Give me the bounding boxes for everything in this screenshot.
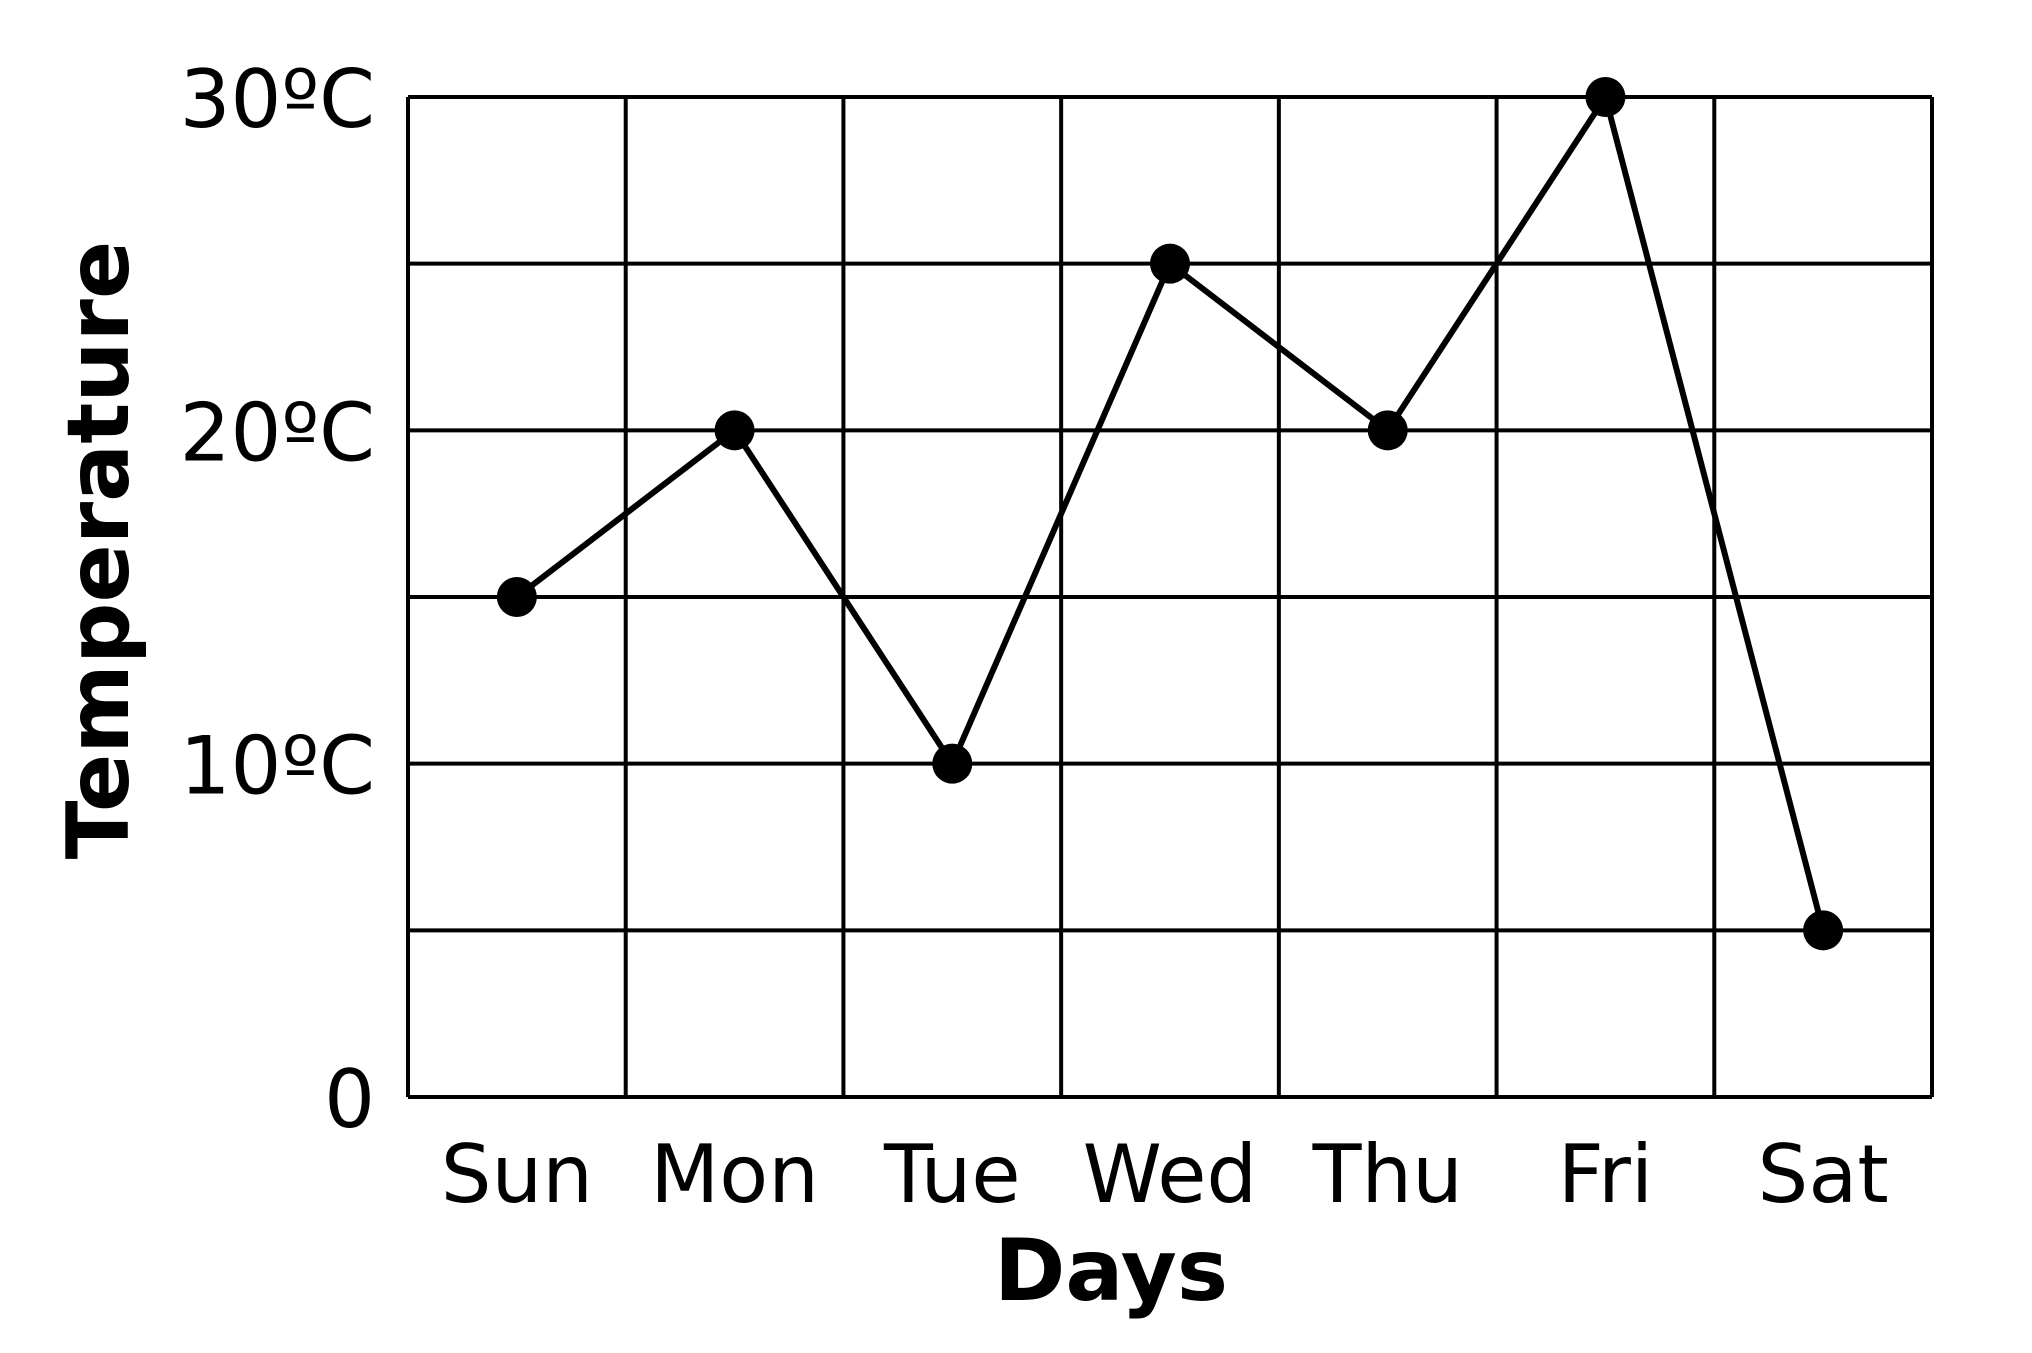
data-point [1585, 77, 1626, 117]
x-tick-label: Sun [441, 1128, 593, 1221]
data-point [1803, 910, 1844, 951]
x-tick-label: Sat [1758, 1128, 1889, 1221]
y-tick-label: 0 [324, 1053, 375, 1146]
x-axis-title: Days [994, 1221, 1228, 1321]
series-line [515, 89, 1827, 932]
data-point [1150, 243, 1190, 284]
x-tick-labels: Sun Mon Tue Wed Thu Fri Sat [441, 1128, 1889, 1221]
y-tick-label: 30ºC [180, 53, 375, 146]
data-point [714, 410, 755, 451]
y-tick-labels: 0 10ºC 20ºC 30ºC [180, 53, 375, 1146]
y-tick-label: 20ºC [180, 386, 375, 479]
data-point [496, 577, 537, 617]
x-tick-label: Wed [1083, 1128, 1257, 1221]
x-tick-label: Mon [650, 1128, 819, 1221]
y-axis-title: Temperature [49, 241, 149, 860]
x-tick-label: Thu [1312, 1128, 1463, 1221]
x-tick-label: Fri [1558, 1128, 1653, 1221]
data-point [932, 743, 973, 784]
series-temperature [496, 77, 1844, 951]
x-tick-label: Tue [883, 1128, 1021, 1221]
y-tick-label: 10ºC [180, 720, 375, 813]
data-point [1367, 410, 1408, 451]
